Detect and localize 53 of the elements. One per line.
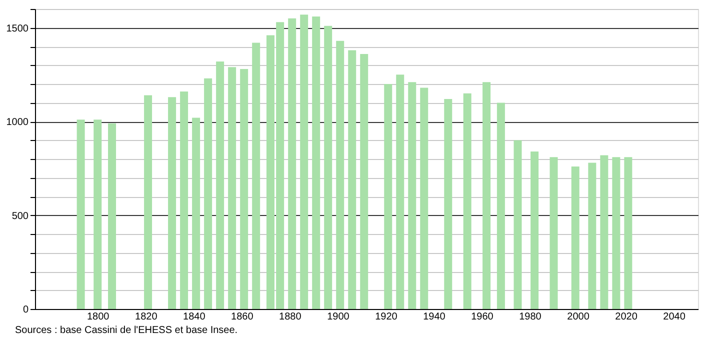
- bar: [496, 102, 505, 309]
- x-tick-label: 1960: [471, 312, 494, 322]
- bar: [76, 120, 85, 309]
- bar: [420, 88, 428, 309]
- bar: [444, 99, 452, 309]
- bar: [288, 18, 296, 309]
- x-tick-label: 1920: [375, 312, 398, 322]
- x-tick-label: 2040: [663, 312, 686, 322]
- bar: [180, 92, 188, 309]
- bar: [384, 84, 392, 309]
- source-note: Sources : base Cassini de l'EHESS et base Insee.: [15, 325, 238, 336]
- x-tick-label: 1800: [86, 312, 110, 322]
- bar: [550, 157, 558, 309]
- bar: [216, 62, 224, 309]
- x-tick-label: 1820: [135, 312, 158, 322]
- bar: [312, 16, 320, 309]
- bar: [144, 95, 152, 309]
- bar: [482, 82, 491, 309]
- bar: [228, 67, 236, 309]
- bar: [348, 50, 356, 309]
- x-tick-label: 2000: [567, 312, 590, 322]
- bar: [324, 26, 332, 309]
- y-tick-label: 0: [22, 304, 29, 316]
- y-tick-label: 1500: [6, 23, 29, 34]
- y-tick-label: 500: [12, 210, 29, 222]
- bar: [396, 74, 404, 309]
- bar: [204, 78, 212, 309]
- bar: [108, 123, 116, 309]
- bar: [612, 157, 620, 309]
- bar: [360, 54, 368, 309]
- bar: [571, 166, 580, 309]
- bar: [514, 140, 522, 309]
- bar: [600, 155, 608, 309]
- bar: [240, 69, 248, 309]
- x-tick-label: 1880: [279, 312, 302, 322]
- x-tick-label: 1980: [519, 312, 542, 322]
- x-tick-label: 1940: [423, 312, 446, 322]
- bar: [463, 93, 472, 309]
- bar: [408, 82, 416, 309]
- bar: [192, 118, 200, 309]
- bar: [168, 97, 176, 309]
- y-tick-label: 1000: [6, 117, 29, 128]
- bar: [624, 157, 632, 309]
- x-tick-label: 1860: [231, 312, 254, 322]
- bar: [300, 14, 308, 309]
- bar: [588, 162, 596, 309]
- bar: [530, 152, 539, 309]
- bar: [94, 120, 102, 309]
- bar: [252, 42, 260, 309]
- x-tick-label: 1840: [183, 312, 206, 322]
- x-tick-label: 2020: [615, 312, 638, 322]
- bar: [336, 40, 344, 309]
- x-tick-label: 1900: [327, 312, 350, 322]
